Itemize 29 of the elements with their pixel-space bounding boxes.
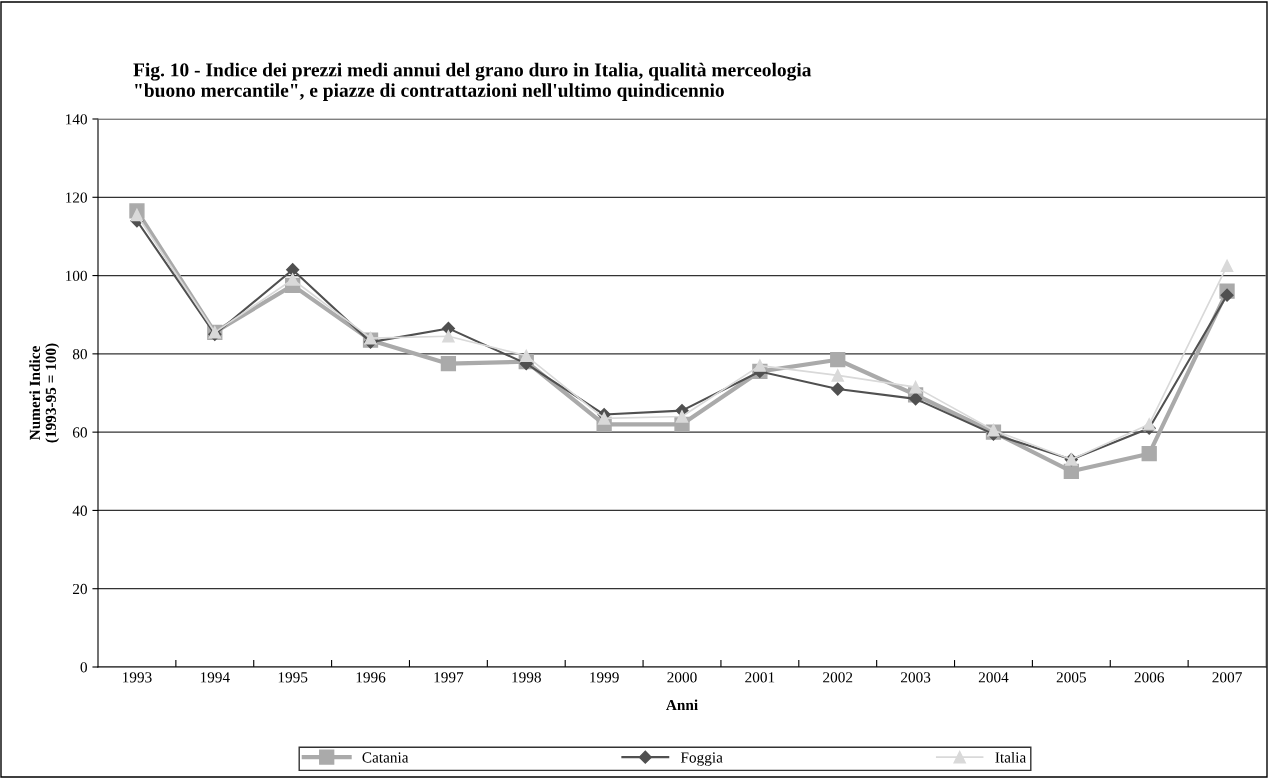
x-tick-label: 1998	[512, 672, 541, 683]
x-tick-label: 2006	[1134, 672, 1165, 683]
x-tick-label: 2005	[1056, 672, 1087, 683]
y-tick-label: 20	[72, 583, 87, 595]
x-tick-label: 1994	[200, 672, 230, 683]
x-tick-label: 2002	[823, 672, 853, 683]
y-tick-label: 60	[72, 427, 87, 438]
legend-label: Foggia	[680, 752, 723, 766]
y-tick-label: 80	[72, 349, 87, 360]
y-tick-label: 0	[80, 662, 87, 673]
x-tick-label: 1993	[123, 672, 152, 683]
x-tick-label: 1995	[278, 672, 308, 683]
x-axis-title: Anni	[666, 699, 698, 711]
x-tick-label: 2000	[667, 672, 697, 683]
x-tick-label: 1997	[434, 672, 464, 683]
legend-label: Italia	[995, 751, 1027, 763]
x-tick-label: 2004	[978, 672, 1009, 683]
y-tick-label: 140	[66, 114, 87, 125]
y-axis-title: Numeri Indice (1993-95 = 100)	[29, 343, 60, 443]
y-tick-label: 40	[72, 505, 87, 516]
chart-title: Fig. 10 - Indice dei prezzi medi annui del grano duro in Italia, qualità merceologia "buono mercantile", e piazze di contrattazioni nell'ultimo quindicennio	[133, 62, 812, 101]
x-tick-label: 1999	[590, 672, 619, 683]
y-tick-label: 100	[66, 270, 87, 282]
x-tick-label: 2007	[1212, 672, 1242, 683]
x-tick-label: 2001	[745, 672, 775, 683]
y-tick-label: 120	[66, 192, 87, 203]
x-tick-label: 2003	[900, 672, 931, 683]
legend-label: Catania	[362, 752, 409, 763]
x-tick-label: 1996	[356, 672, 386, 683]
